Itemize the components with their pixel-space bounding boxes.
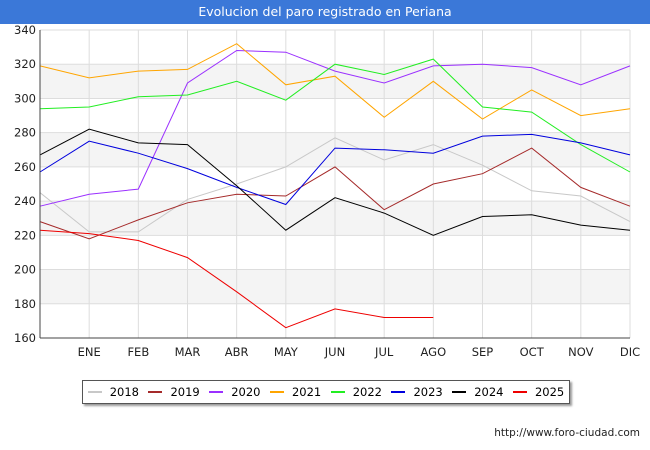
legend-item-2025: 2025 [512,385,565,399]
legend-swatch [330,391,345,393]
legend-item-2020: 2020 [209,385,261,399]
y-tick-label: 280 [14,126,36,140]
legend-item-2021: 2021 [269,385,322,399]
y-tick-label: 320 [14,57,36,71]
series-line-2024 [39,128,631,236]
legend-label: 2021 [291,385,322,399]
chart-title: Evolucion del paro registrado en Periana [0,0,650,24]
x-tick-label: ABR [225,345,249,359]
y-tick-label: 180 [14,297,36,311]
y-tick-label: 300 [14,91,36,105]
x-tick-label: DIC [620,345,640,359]
legend-label: 2025 [534,385,565,399]
y-tick-label: 240 [14,194,36,208]
series-line-2019 [39,147,631,240]
x-tick-label: OCT [520,345,545,359]
x-tick-label: AGO [421,345,447,359]
legend-label: 2019 [170,385,200,399]
legend-label: 2018 [109,385,140,399]
legend-swatch [269,391,284,393]
x-tick-label: MAR [175,345,201,359]
series-line-2023 [39,133,631,206]
legend-label: 2020 [231,385,261,399]
x-tick-label: FEB [127,345,149,359]
legend-label: 2023 [413,385,443,399]
legend-label: 2024 [474,385,504,399]
legend-swatch [87,391,102,393]
series-line-2018 [39,137,631,233]
x-tick-label: ENE [78,345,101,359]
x-tick-label: SEP [472,345,494,359]
legend: 2018 2019 2020 2021 2022 2023 2024 2025 [82,380,570,404]
y-tick-label: 340 [14,23,36,37]
legend-swatch [209,391,224,393]
legend-item-2024: 2024 [452,385,504,399]
legend-swatch [391,391,406,393]
x-tick-label: MAY [274,345,299,359]
x-tick-label: NOV [568,345,593,359]
legend-swatch [512,391,527,393]
y-tick-label: 200 [14,263,36,277]
legend-item-2018: 2018 [87,385,140,399]
legend-swatch [148,391,163,393]
series-line-2020 [39,49,631,207]
legend-item-2022: 2022 [330,385,383,399]
axes [39,30,630,339]
x-tick-label: JUN [324,345,345,359]
legend-item-2019: 2019 [148,385,200,399]
y-tick-label: 260 [14,160,36,174]
legend-swatch [452,391,467,393]
legend-label: 2022 [352,385,383,399]
series-line-2021 [39,43,631,120]
legend-item-2023: 2023 [391,385,443,399]
x-tick-label: JUL [374,345,394,359]
y-tick-label: 220 [14,228,36,242]
series-line-2022 [39,58,631,173]
series-lines [39,43,631,329]
tick-labels: 160 180 200 220 240 260 280 300 320 340 ENE FEB MAR A… [14,23,640,359]
y-tick-label: 160 [14,331,36,345]
source-url: http://www.foro-ciudad.com [494,427,640,439]
series-line-2025 [39,229,434,329]
